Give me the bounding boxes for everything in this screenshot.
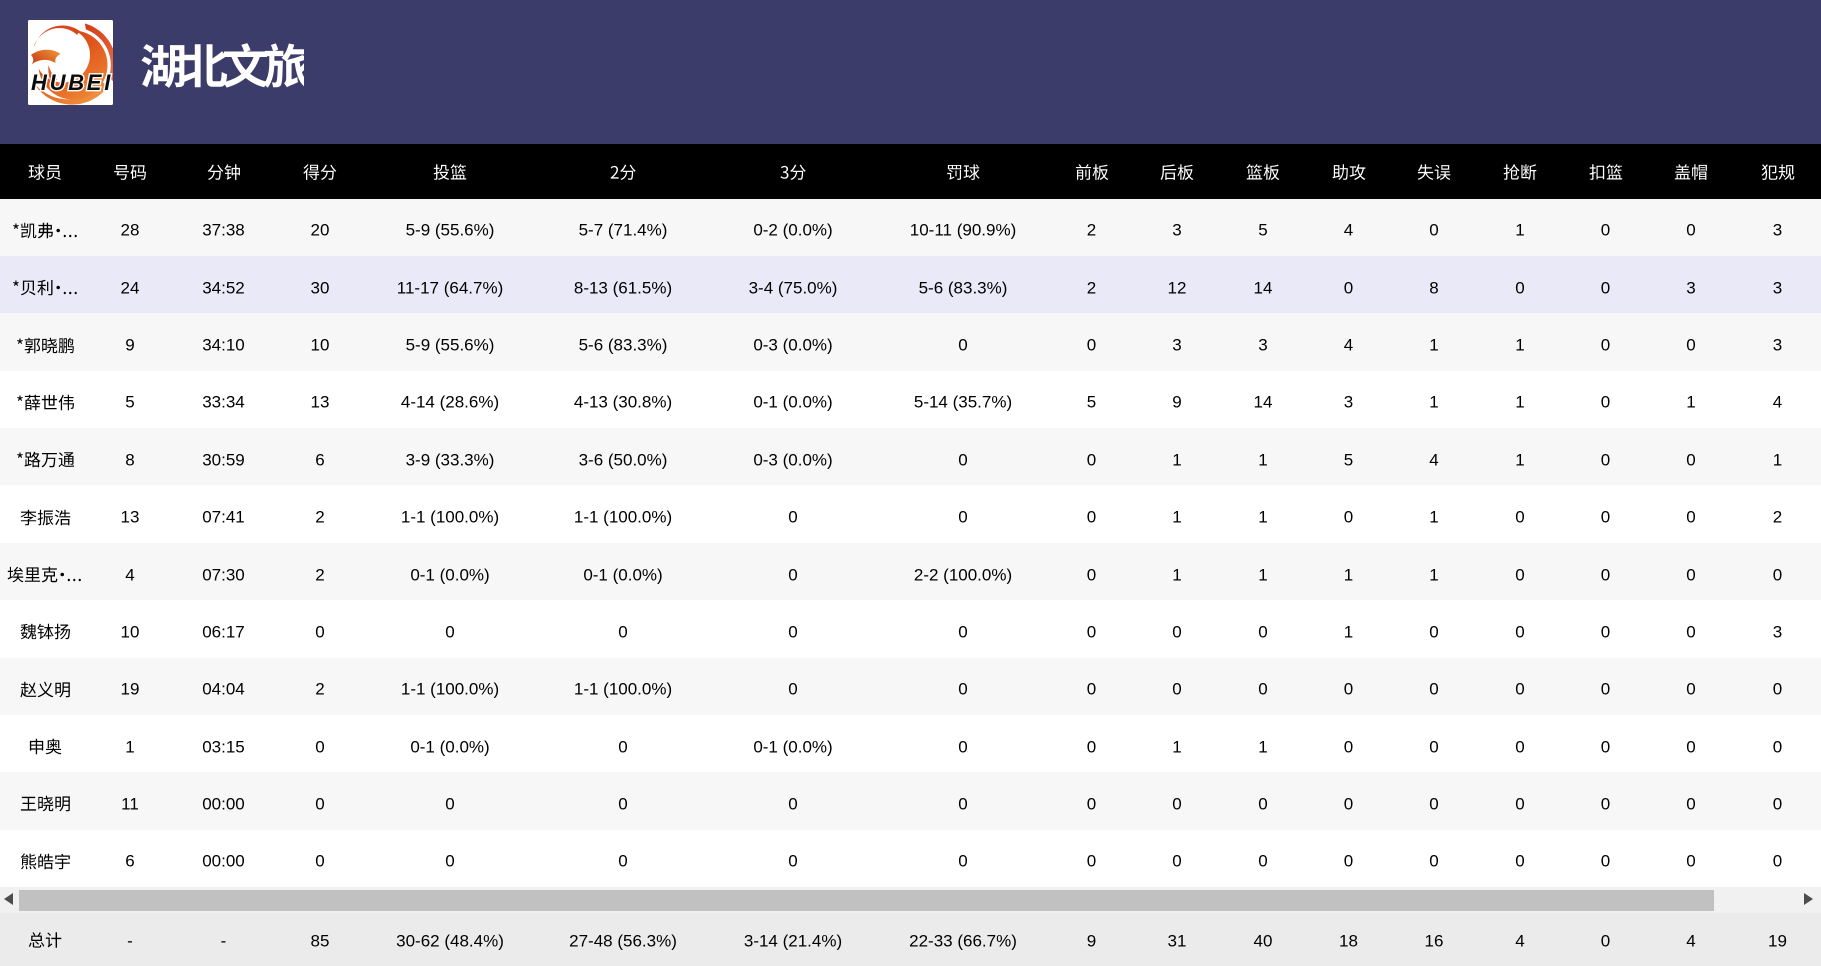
svg-text:HUBEI: HUBEI: [31, 70, 111, 95]
